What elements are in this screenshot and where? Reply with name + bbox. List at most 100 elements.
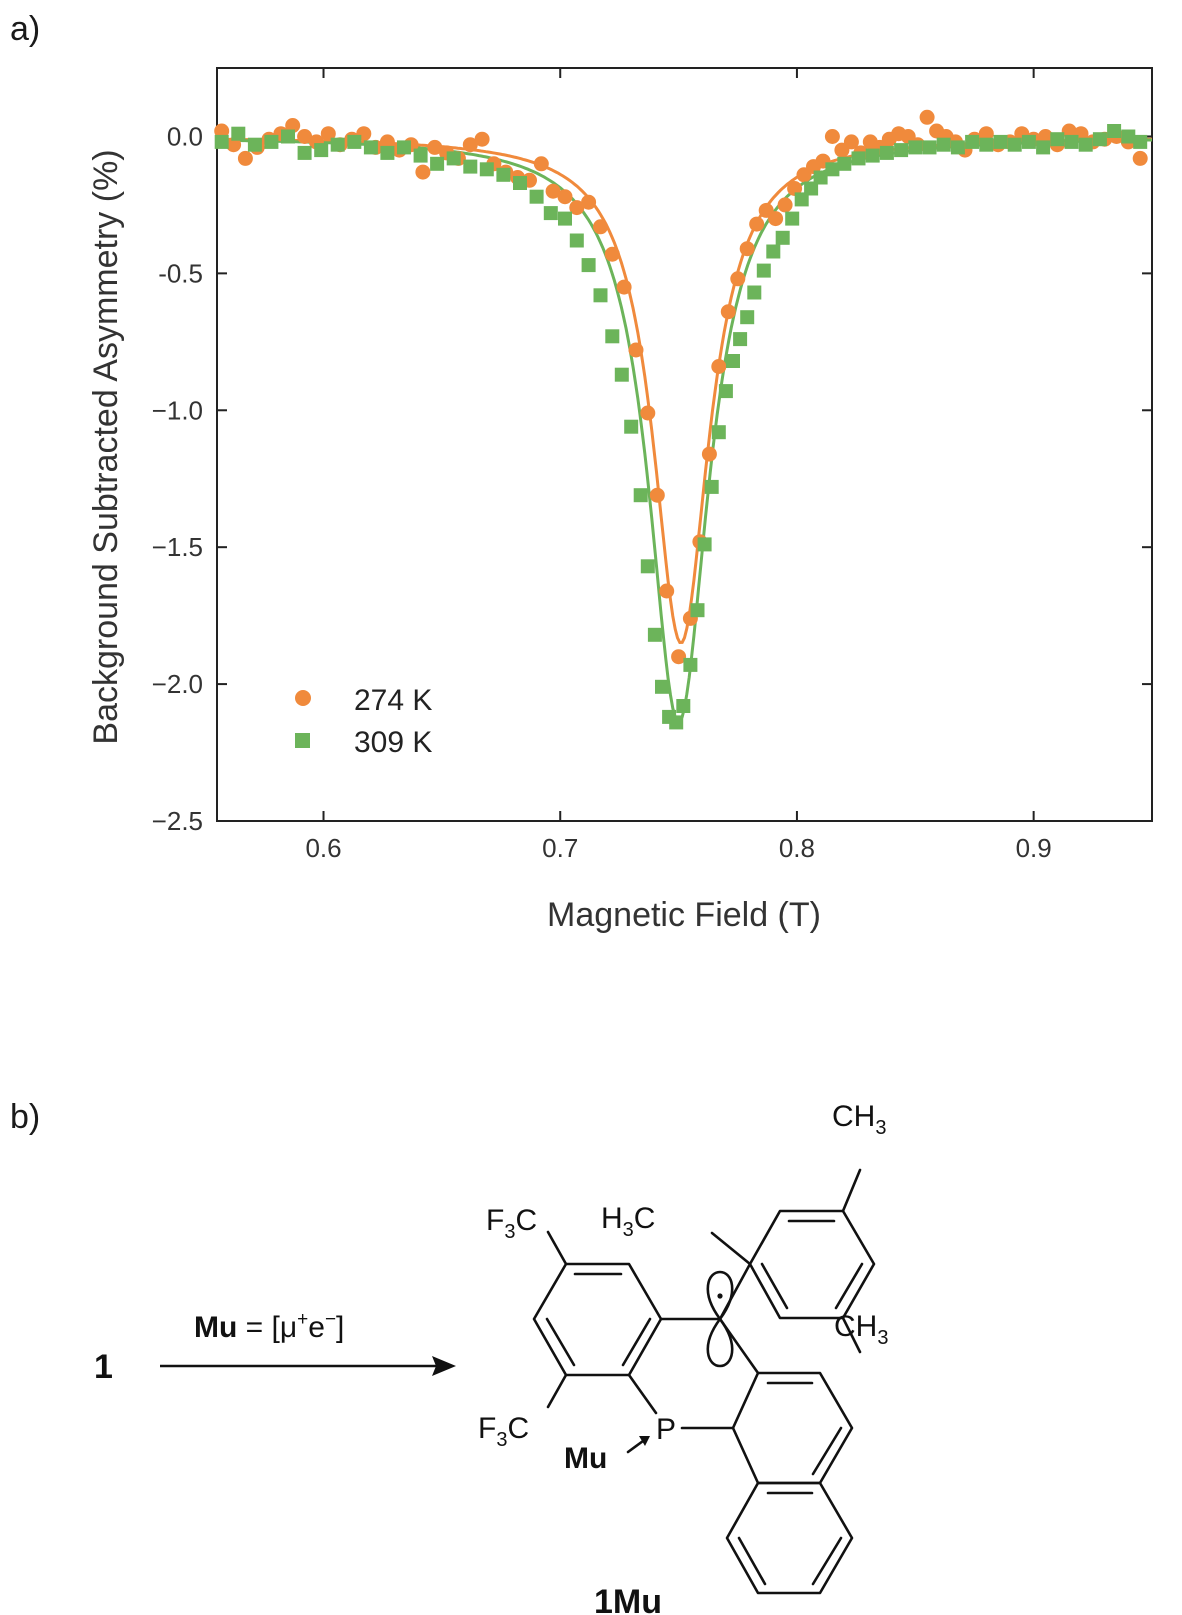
data-point-309 [740,310,755,325]
data-point-309 [605,329,620,344]
data-point-309 [837,156,852,171]
data-point-309 [1021,134,1036,149]
data-point-274 [226,137,242,153]
data-point-309 [697,537,712,552]
data-point-309 [908,140,923,155]
data-point-274 [777,197,793,213]
data-point-309 [281,129,295,144]
data-point-274 [616,279,632,295]
product-label: 1Mu [594,1583,662,1615]
mu-label: Mu [564,1442,607,1475]
panel-a-label: a) [10,10,40,48]
data-point-309 [314,143,329,158]
cf3-bond-top [546,1230,568,1266]
data-point-309 [704,479,719,494]
data-point-309 [647,627,662,642]
data-point-309 [430,156,445,171]
data-point-309 [624,419,639,434]
data-point-309 [633,488,648,503]
ch3-top-label: CH3 [832,1100,886,1139]
data-point-309 [1133,134,1148,149]
data-point-274 [671,649,687,665]
data-point-274 [415,164,431,180]
x-axis-label: Magnetic Field (T) [547,896,821,934]
data-point-274 [787,181,803,196]
data-point-309 [264,134,279,149]
data-point-274 [919,109,935,125]
data-point-309 [804,181,819,196]
data-point-274 [545,183,561,199]
data-point-274 [628,342,644,358]
fit-curves [216,137,1153,724]
data-point-309 [297,145,312,160]
aryl-ring-left [532,1262,663,1377]
data-point-309 [794,192,809,207]
data-point-309 [363,140,378,155]
data-point-309 [936,137,951,152]
legend: 274 K 309 K [295,684,432,759]
legend-label-309: 309 K [354,726,432,759]
data-point-309 [463,159,478,174]
data-point-309 [851,151,866,166]
p-orbital [706,1270,734,1321]
data-point-309 [614,367,629,382]
data-point-274 [1061,123,1077,139]
data-point-309 [1107,124,1122,138]
radical-dot [717,1293,723,1299]
data-point-309 [330,137,345,152]
data-point-309 [766,244,781,259]
data-point-309 [683,657,698,672]
data-point-274 [285,118,301,133]
naphthyl-ring-bottom [725,1481,854,1595]
x-tick-label: 0.6 [305,833,341,863]
data-point-309 [558,211,572,226]
data-point-309 [922,140,937,155]
data-point-274 [604,246,620,262]
data-point-309 [950,140,965,155]
x-tick-label: 0.7 [542,833,578,863]
data-point-274 [474,131,490,147]
data-point-274 [569,200,585,216]
y-tick-label: −1.5 [152,532,203,562]
data-point-274 [749,216,765,232]
data-point-309 [894,143,909,158]
data-point-309 [640,559,655,574]
data-point-274 [557,189,573,205]
data-point-309 [825,162,840,177]
panel-b-label: b) [10,1098,40,1136]
data-point-274 [649,487,665,503]
data-point-274 [659,583,675,599]
data-point-309 [785,211,800,226]
y-tick-label: −2.5 [152,806,203,836]
data-point-274 [427,139,443,155]
data-point-274 [843,134,859,150]
data-point-274 [711,359,727,374]
data-point-309 [581,258,596,273]
cf3-bond-bottom [546,1373,568,1409]
data-point-309 [813,170,828,185]
data-point-309 [965,134,980,149]
data-point-309 [496,167,511,182]
data-points [214,109,1148,730]
data-point-274 [720,304,736,320]
data-point-274 [593,219,608,235]
reagent-label: Mu = [μ+e−] [194,1309,344,1344]
data-point-274 [730,271,746,287]
mu-arrow-head [639,1436,650,1446]
legend-marker-309 [295,733,310,748]
data-point-274 [768,211,784,227]
data-point-309 [247,137,262,152]
data-point-309 [747,285,762,300]
data-point-309 [569,233,584,248]
data-point-274 [237,150,253,166]
data-point-309 [397,140,411,155]
data-point-274 [1132,150,1148,166]
data-point-309 [1092,132,1107,147]
data-point-274 [214,123,230,139]
x-tick-label: 0.9 [1016,833,1052,863]
data-point-274 [297,129,313,144]
data-point-309 [1121,129,1136,144]
data-point-309 [756,263,771,278]
chart-a: 0.6 0.7 0.8 0.9 0.0 -0.5 −1.0 −1.5 −2.0 −2.5 Magn… [87,67,1153,934]
